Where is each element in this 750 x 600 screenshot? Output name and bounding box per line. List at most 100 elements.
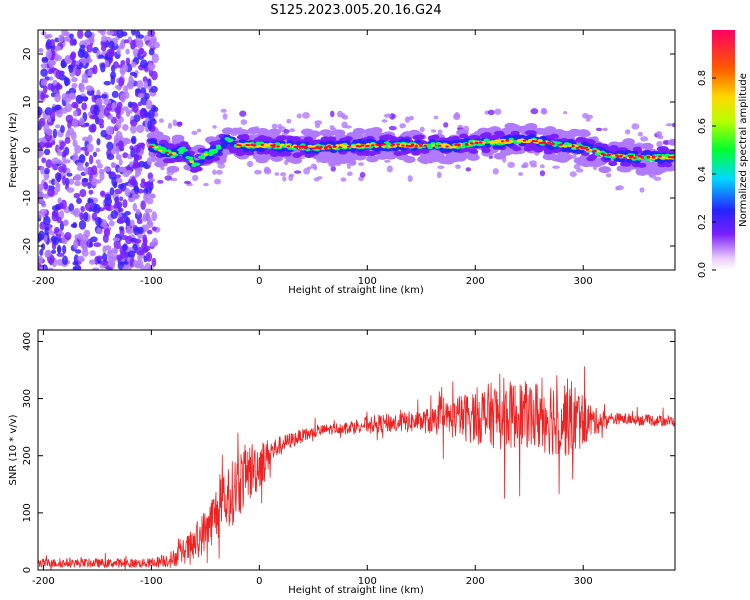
spectrogram-noise-cell — [39, 266, 46, 270]
spectrogram-noise-cell — [130, 124, 137, 134]
spectrogram-noise-cell — [191, 130, 198, 135]
spectrogram-noise-cell — [133, 259, 138, 268]
spectrogram-ridge-cell — [352, 127, 366, 135]
spectrogram-noise-cell — [85, 85, 94, 92]
spectrogram-noise-cell — [57, 197, 62, 205]
spectrogram-noise-cell — [64, 57, 72, 64]
spectrogram-ridge-cell — [189, 160, 195, 163]
spectrogram-noise-cell — [133, 185, 140, 195]
spectrogram-noise-cell — [97, 30, 104, 34]
spectrogram-ridge-cell — [469, 142, 474, 145]
spectrogram-ridge-cell — [270, 144, 274, 147]
spectrogram-ridge-cell — [265, 148, 275, 154]
spectrogram-noise-cell — [124, 188, 131, 197]
spectrogram-ridge-cell — [366, 144, 370, 147]
spectrogram-noise-cell — [72, 139, 78, 148]
spectrogram-noise-cell — [62, 220, 69, 226]
spectrogram-noise-cell — [148, 62, 154, 71]
spectrogram-ridge-cell — [448, 146, 453, 149]
spectrogram-noise-cell — [88, 154, 94, 165]
spectrogram-noise-cell — [124, 91, 130, 99]
spectrogram-noise-cell — [220, 108, 227, 113]
spectrogram-ridge-cell — [391, 143, 396, 146]
spectrogram-ridge-cell — [259, 153, 272, 161]
spectrogram-noise-cell — [71, 101, 78, 109]
spectrogram-noise-cell — [43, 123, 50, 134]
spectrogram-noise-cell — [135, 208, 141, 215]
spectrogram-noise-cell — [89, 250, 96, 257]
spectrogram-ridge-cell — [445, 145, 449, 148]
spectrogram-ridge-cell — [459, 133, 469, 139]
spectrogram-noise-cell — [122, 243, 128, 251]
spectrogram-noise-cell — [132, 203, 138, 212]
snr-plot-area — [38, 330, 675, 570]
spectrogram-noise-cell — [60, 125, 65, 134]
spectrogram-noise-cell — [136, 40, 144, 49]
spectrogram-ridge-cell — [272, 145, 276, 148]
spectrogram-noise-cell — [585, 118, 591, 122]
spectrogram-ridge-cell — [543, 142, 547, 145]
spectrogram-noise-cell — [453, 113, 461, 121]
spectrogram-noise-cell — [214, 178, 222, 185]
spectrogram-ridge-cell — [169, 153, 173, 156]
spectrogram-noise-cell — [47, 69, 54, 75]
spectrogram-ridge-cell — [333, 145, 337, 148]
spectrogram-ridge-cell — [379, 135, 389, 141]
spectrogram-noise-cell — [87, 198, 94, 204]
spectrogram-noise-cell — [147, 172, 154, 180]
spectrogram-noise-cell — [437, 129, 443, 135]
spectrogram-noise-cell — [43, 181, 49, 190]
spectrogram-noise-cell — [95, 216, 102, 227]
spectrogram-noise-cell — [55, 124, 61, 129]
spectrogram-noise-cell — [123, 39, 129, 44]
spectrogram-noise-cell — [177, 121, 183, 125]
spectrogram-y-tick-label: 10 — [22, 96, 33, 109]
spectrogram-noise-cell — [595, 127, 603, 132]
spectrogram-noise-cell — [302, 112, 310, 119]
spectrogram-noise-cell — [43, 148, 51, 156]
spectrogram-noise-cell — [100, 44, 107, 52]
spectrogram-noise-cell — [143, 80, 148, 90]
spectrogram-noise-cell — [75, 249, 82, 254]
spectrogram-noise-cell — [144, 92, 150, 100]
spectrogram-noise-cell — [79, 188, 87, 198]
spectrogram-noise-cell — [183, 180, 192, 185]
snr-ylabel: SNR (10 * v/v) — [8, 414, 19, 485]
spectrogram-noise-cell — [152, 106, 159, 113]
spectrogram-noise-cell — [313, 165, 318, 171]
spectrogram-ridge-cell — [590, 160, 603, 168]
spectrogram-noise-cell — [117, 167, 125, 173]
spectrogram-noise-cell — [62, 149, 67, 158]
spectrogram-noise-cell — [132, 193, 140, 200]
spectrogram-noise-cell — [89, 241, 94, 248]
spectrogram-noise-cell — [41, 202, 47, 208]
spectrogram-ridge-cell — [539, 141, 544, 144]
spectrogram-noise-cell — [263, 166, 270, 173]
spectrogram-ridge-cell — [505, 139, 509, 142]
spectrogram-noise-cell — [151, 257, 157, 267]
spectrogram-ridge-cell — [508, 137, 514, 141]
spectrogram-noise-cell — [106, 30, 115, 36]
spectrogram-noise-cell — [101, 252, 108, 262]
spectrogram-ridge-cell — [178, 151, 184, 155]
spectrogram-noise-cell — [40, 91, 45, 101]
spectrogram-ridge-cell — [378, 139, 386, 144]
spectrogram-noise-cell — [419, 126, 425, 133]
spectrogram-noise-cell — [38, 106, 43, 116]
snr-x-tick-label: -200 — [32, 576, 55, 587]
spectrogram-noise-cell — [100, 93, 108, 99]
spectrogram-noise-cell — [656, 140, 663, 148]
spectrogram-ridge-cell — [249, 147, 257, 152]
spectrogram-noise-cell — [71, 82, 78, 89]
spectrogram-noise-cell — [103, 167, 112, 172]
spectrogram-noise-cell — [125, 227, 134, 235]
spectrogram-noise-cell — [70, 223, 78, 228]
spectrogram-noise-cell — [40, 63, 48, 69]
spectrogram-noise-cell — [358, 162, 365, 166]
spectrogram-ridge-cell — [379, 144, 384, 147]
spectrogram-noise-cell — [76, 197, 83, 204]
spectrogram-noise-cell — [131, 135, 137, 145]
snr-y-tick-label: 200 — [22, 446, 33, 465]
spectrogram-ridge-cell — [547, 145, 555, 150]
snr-x-tick-label: 300 — [574, 576, 593, 587]
